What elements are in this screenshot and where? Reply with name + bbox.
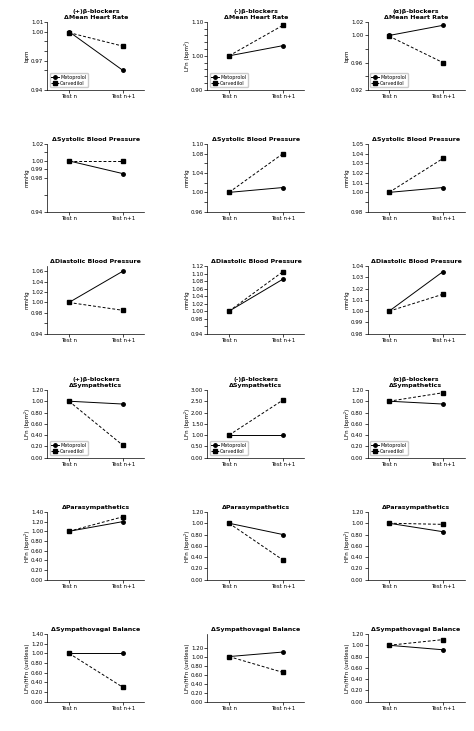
Title: ΔParasympathetics: ΔParasympathetics [62, 505, 130, 510]
Y-axis label: LFn/HFn (unitless): LFn/HFn (unitless) [185, 643, 190, 692]
Title: (-)β-blockers
ΔMean Heart Rate: (-)β-blockers ΔMean Heart Rate [224, 10, 288, 20]
Legend: Metoprolol, Carvedilol: Metoprolol, Carvedilol [370, 73, 408, 87]
Title: (α)β-blockers
ΔSympathetics: (α)β-blockers ΔSympathetics [390, 377, 443, 388]
Y-axis label: LFn (bpm²): LFn (bpm²) [344, 409, 350, 439]
Title: ΔSystolic Blood Pressure: ΔSystolic Blood Pressure [52, 137, 140, 143]
Title: ΔParasympathetics: ΔParasympathetics [222, 505, 290, 510]
Y-axis label: LFn/HFn (unitless): LFn/HFn (unitless) [345, 643, 350, 692]
Title: ΔDiastolic Blood Pressure: ΔDiastolic Blood Pressure [371, 260, 462, 264]
Y-axis label: mmHg: mmHg [25, 290, 29, 309]
Title: (+)β-blockers
ΔMean Heart Rate: (+)β-blockers ΔMean Heart Rate [64, 10, 128, 20]
Title: (+)β-blockers
ΔSympathetics: (+)β-blockers ΔSympathetics [69, 377, 122, 388]
Title: ΔSympathovagal Balance: ΔSympathovagal Balance [372, 627, 461, 632]
Legend: Metoprolol, Carvedilol: Metoprolol, Carvedilol [370, 442, 408, 455]
Y-axis label: HFn (bpm²): HFn (bpm²) [24, 530, 29, 561]
Y-axis label: mmHg: mmHg [185, 290, 190, 309]
Y-axis label: mmHg: mmHg [25, 169, 29, 187]
Title: ΔSympathovagal Balance: ΔSympathovagal Balance [51, 627, 140, 632]
Y-axis label: LFn (bpm²): LFn (bpm²) [183, 41, 190, 71]
Y-axis label: mmHg: mmHg [345, 169, 350, 187]
Title: ΔDiastolic Blood Pressure: ΔDiastolic Blood Pressure [50, 260, 141, 264]
Title: ΔSympathovagal Balance: ΔSympathovagal Balance [211, 627, 301, 632]
Y-axis label: HFn (bpm²): HFn (bpm²) [344, 530, 350, 561]
Y-axis label: bpm: bpm [345, 50, 350, 62]
Legend: Metoprolol, Carvedilol: Metoprolol, Carvedilol [50, 442, 88, 455]
Title: ΔSystolic Blood Pressure: ΔSystolic Blood Pressure [372, 137, 460, 143]
Y-axis label: bpm: bpm [25, 50, 29, 62]
Legend: Metoprolol, Carvedilol: Metoprolol, Carvedilol [210, 73, 248, 87]
Title: ΔSystolic Blood Pressure: ΔSystolic Blood Pressure [212, 137, 300, 143]
Y-axis label: mmHg: mmHg [345, 290, 350, 309]
Title: (-)β-blockers
ΔSympathetics: (-)β-blockers ΔSympathetics [229, 377, 283, 388]
Y-axis label: LFn (bpm²): LFn (bpm²) [183, 409, 190, 439]
Y-axis label: HFn (bpm²): HFn (bpm²) [183, 530, 190, 561]
Legend: Metoprolol, Carvedilol: Metoprolol, Carvedilol [210, 442, 248, 455]
Title: ΔParasympathetics: ΔParasympathetics [382, 505, 450, 510]
Y-axis label: LFn/HFn (unitless): LFn/HFn (unitless) [25, 643, 29, 692]
Title: ΔDiastolic Blood Pressure: ΔDiastolic Blood Pressure [210, 260, 301, 264]
Legend: Metoprolol, Carvedilol: Metoprolol, Carvedilol [50, 73, 88, 87]
Y-axis label: LFn (bpm²): LFn (bpm²) [24, 409, 29, 439]
Y-axis label: mmHg: mmHg [185, 169, 190, 187]
Title: (α)β-blockers
ΔMean Heart Rate: (α)β-blockers ΔMean Heart Rate [384, 10, 448, 20]
